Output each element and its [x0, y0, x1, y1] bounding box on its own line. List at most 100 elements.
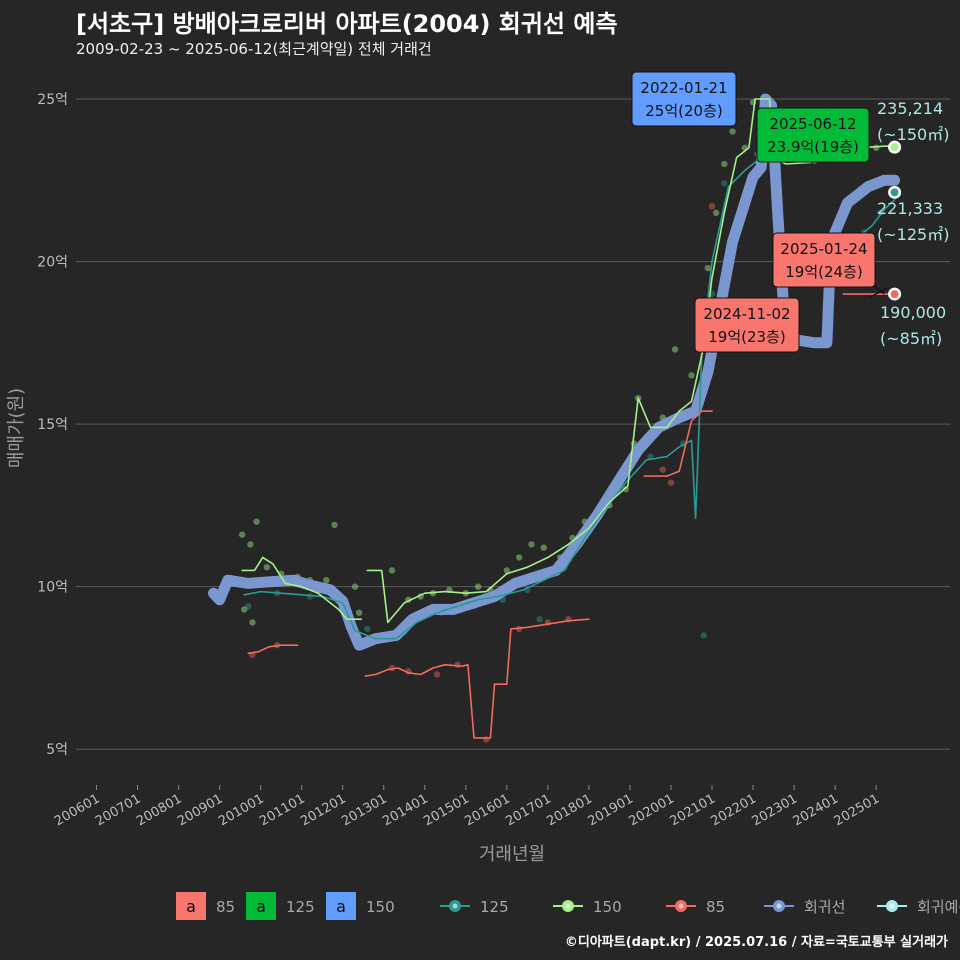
scatter-point-s150	[872, 144, 880, 151]
legend-label: 85	[216, 898, 235, 916]
y-tick-label: 10억	[37, 580, 68, 596]
scatter-point-s150	[253, 518, 260, 525]
scatter-point-s150	[528, 541, 535, 548]
legend-label: 150	[593, 898, 622, 916]
series-line-reg	[208, 93, 901, 651]
callout-2025-06-12: 2025-06-12 23.9억(19층)	[756, 107, 870, 163]
x-tick-label: 201501	[421, 791, 471, 829]
y-tick-label: 5억	[46, 742, 68, 758]
x-tick-label: 202201	[709, 791, 759, 829]
x-axis-title: 거래년월	[479, 844, 545, 865]
x-tick-label: 201901	[585, 791, 635, 829]
x-tick-label: 200701	[93, 791, 143, 829]
callout-date: 2022-01-21	[640, 79, 727, 97]
legend-dot-center	[452, 903, 458, 909]
chart-subtitle: 2009-02-23 ~ 2025-06-12(최근계약일) 전체 거래건	[76, 40, 432, 58]
scatter-point-s150	[721, 160, 728, 168]
leader-line	[869, 287, 889, 298]
scatter-point-s150	[263, 563, 271, 571]
legend-key-box-150	[326, 892, 356, 920]
series-line-s125	[858, 199, 896, 237]
scatter-point-s125	[877, 209, 884, 217]
x-tick-label: 202501	[832, 791, 882, 829]
scatter-point-s150	[671, 346, 679, 353]
scatter-point-s125	[721, 180, 728, 187]
callout-box	[694, 297, 800, 353]
scatter-point-s150	[249, 619, 256, 626]
scatter-point-s125	[364, 625, 371, 633]
prediction-layer	[888, 140, 902, 301]
x-tick-label: 201701	[503, 791, 553, 829]
scatter-point-s150	[331, 521, 338, 529]
y-tick-label: 15억	[37, 417, 68, 433]
legend: a 85 a 125 a 150 125 150 85 회귀선 회귀예측	[176, 892, 960, 920]
scatter-point-s150	[355, 609, 363, 616]
x-tick-label: 201301	[339, 791, 389, 829]
scatter-point-s150	[388, 567, 396, 574]
legend-dot-center	[776, 903, 782, 909]
scatter-point-s125	[700, 632, 708, 639]
scatter-point-s85	[667, 479, 675, 486]
scatter-point-s125	[245, 602, 252, 610]
x-tick-label: 201101	[257, 791, 307, 829]
scatter-point-s85	[659, 466, 666, 473]
legend-label: 125	[286, 898, 315, 916]
scatter-point-s125	[536, 615, 543, 623]
callout-date: 2025-01-24	[780, 240, 867, 258]
series-line-s85	[643, 410, 713, 477]
scatter-point-s85	[708, 203, 716, 210]
scatter-point-s150	[241, 606, 248, 613]
prediction-point-s150	[890, 143, 899, 152]
x-axis-ticks: 2006012007012008012009012010012011012012…	[52, 785, 882, 829]
callout-2022-01-21: 2022-01-21 25억(20층)	[631, 71, 737, 127]
series-line-s125	[243, 150, 795, 640]
legend-key-box-125	[246, 892, 276, 920]
x-tick-label: 201801	[544, 791, 594, 829]
callout-value: 19억(23층)	[708, 328, 785, 346]
prediction-point-s125	[890, 188, 899, 197]
callout-value: 19억(24층)	[785, 263, 862, 281]
series-line-s150	[366, 98, 896, 624]
callout-date: 2024-11-02	[703, 305, 790, 323]
x-tick-label: 202301	[750, 791, 800, 829]
scatter-layer	[238, 95, 884, 743]
legend-key-glyph: a	[256, 897, 266, 916]
right-label-layer: 235,214 (~150㎡) 221,333 (~125㎡) 190,000 (~85㎡…	[877, 99, 949, 348]
callout-box	[772, 232, 876, 288]
y-tick-label: 25억	[37, 92, 68, 108]
legend-dot-center	[889, 903, 895, 909]
x-tick-label: 201001	[216, 791, 266, 829]
legend-label: 회귀예측	[917, 898, 960, 916]
scatter-point-s150	[351, 583, 359, 590]
scatter-point-s150	[540, 544, 547, 551]
callout-2025-01-24: 2025-01-24 19억(24층)	[772, 232, 876, 288]
series-layer	[208, 93, 901, 739]
series-line-s85	[247, 644, 299, 655]
legend-key-glyph: a	[336, 897, 346, 916]
right-label-area: (~150㎡)	[877, 125, 949, 144]
legend-key-glyph: a	[186, 897, 196, 916]
scatter-point-s150	[515, 554, 523, 561]
x-tick-label: 201601	[462, 791, 512, 829]
legend-label: 회귀선	[804, 898, 845, 916]
legend-label: 150	[366, 898, 395, 916]
grid-layer	[76, 98, 950, 750]
prediction-point-s85	[890, 290, 899, 299]
callout-value: 23.9억(19층)	[767, 138, 859, 156]
y-tick-label: 20억	[37, 255, 68, 271]
legend-label: 85	[706, 898, 725, 916]
series-line-s150	[241, 556, 362, 620]
scatter-point-s150	[688, 372, 695, 379]
x-tick-label: 200801	[134, 791, 184, 829]
y-axis-ticks: 5억 10억 15억 20억 25억	[37, 92, 68, 758]
scatter-point-s150	[622, 485, 630, 493]
series-line-s85	[364, 618, 590, 739]
legend-label: 125	[480, 898, 509, 916]
scatter-point-s150	[238, 531, 246, 538]
scatter-point-s125	[306, 593, 314, 600]
right-label-value: 190,000	[880, 303, 946, 322]
y-axis-title: 매매가(원)	[6, 388, 27, 468]
legend-dot-center	[565, 903, 571, 909]
scatter-point-s150	[712, 209, 720, 217]
callout-value: 25억(20층)	[645, 102, 722, 120]
